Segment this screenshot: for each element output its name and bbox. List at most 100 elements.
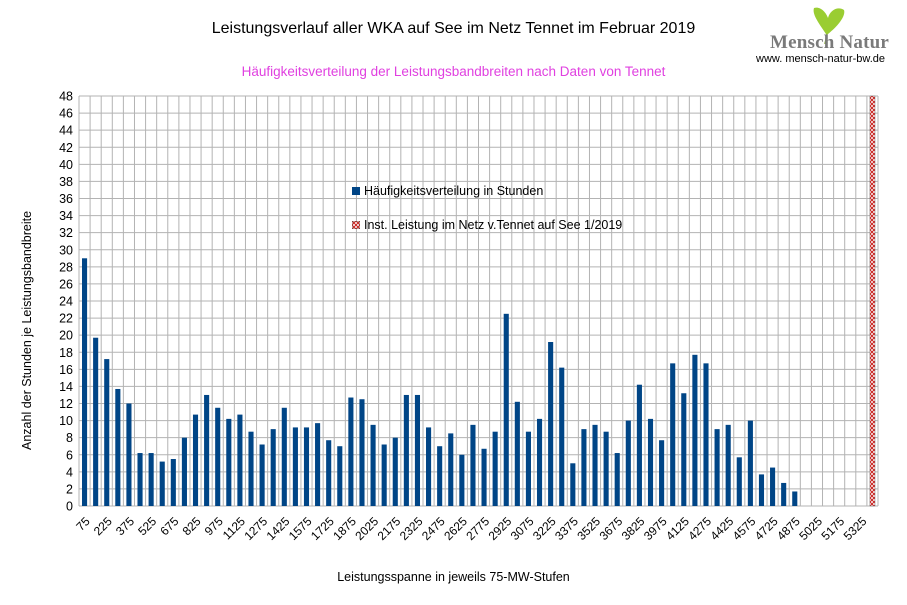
y-tick-label: 14 <box>59 380 73 394</box>
bar <box>525 431 531 506</box>
x-tick-label: 4275 <box>685 514 714 543</box>
bar <box>226 418 232 506</box>
bar <box>503 313 509 506</box>
legend-swatch <box>352 187 360 195</box>
x-tick-label: 2625 <box>441 514 470 543</box>
y-tick-label: 2 <box>66 482 73 496</box>
y-tick-label: 24 <box>59 295 73 309</box>
bar <box>326 440 332 506</box>
x-tick-label: 1575 <box>286 514 315 543</box>
y-tick-label: 20 <box>59 329 73 343</box>
bar <box>248 431 254 506</box>
bar <box>137 453 143 506</box>
bar <box>781 482 787 506</box>
y-tick-label: 34 <box>59 209 73 223</box>
x-tick-label: 3225 <box>530 514 559 543</box>
x-tick-label: 3675 <box>597 514 626 543</box>
x-tick-label: 5325 <box>841 514 870 543</box>
y-tick-label: 44 <box>59 124 73 138</box>
bar <box>237 414 243 506</box>
x-tick-label: 675 <box>157 514 181 538</box>
bar <box>714 429 720 506</box>
y-tick-label: 6 <box>66 448 73 462</box>
x-tick-label: 2475 <box>419 514 448 543</box>
x-axis-label: Leistungsspanne in jeweils 75-MW-Stufen <box>337 570 570 584</box>
x-tick-label: 3375 <box>552 514 581 543</box>
bars <box>81 95 876 507</box>
bar <box>370 424 376 506</box>
legend-item-installed: Inst. Leistung im Netz v.Tennet auf See … <box>352 218 622 232</box>
y-tick-label: 42 <box>59 141 73 155</box>
bar <box>747 420 753 506</box>
bar <box>148 453 154 506</box>
y-tick-label: 38 <box>59 175 73 189</box>
bar <box>570 463 576 506</box>
bar <box>758 474 765 506</box>
x-tick-label: 2325 <box>397 514 426 543</box>
bar <box>93 337 99 506</box>
x-tick-label: 525 <box>135 514 159 538</box>
bar <box>181 437 187 506</box>
bar <box>603 431 609 506</box>
bar <box>392 437 398 506</box>
x-tick-label: 5025 <box>796 514 825 543</box>
bar <box>259 444 265 506</box>
x-tick-label: 3525 <box>574 514 603 543</box>
bar <box>359 399 365 506</box>
x-tick-label: 4875 <box>774 514 803 543</box>
y-tick-label: 22 <box>59 312 73 326</box>
bar <box>215 407 221 506</box>
bar <box>459 454 465 506</box>
x-tick-label: 4575 <box>730 514 759 543</box>
x-tick-label: 225 <box>91 514 115 538</box>
bar <box>192 414 199 506</box>
bar <box>292 427 298 506</box>
legend-item-frequency: Häufigkeitsverteilung in Stunden <box>352 184 543 198</box>
bar <box>736 457 742 506</box>
x-tick-label: 5175 <box>818 514 847 543</box>
x-tick-label: 75 <box>73 514 93 534</box>
bar <box>414 394 421 506</box>
y-tick-label: 28 <box>59 260 73 274</box>
y-tick-label: 12 <box>59 397 73 411</box>
bar <box>403 394 409 506</box>
bar <box>381 444 387 506</box>
x-tick-label: 2025 <box>352 514 381 543</box>
bar <box>426 427 432 506</box>
x-tick-label: 2775 <box>463 514 492 543</box>
y-tick-label: 30 <box>59 243 73 257</box>
y-tick-label: 32 <box>59 226 73 240</box>
ginkgo-leaf-icon <box>813 7 845 45</box>
y-tick-label: 40 <box>59 158 73 172</box>
x-tick-label: 375 <box>113 514 137 538</box>
bar <box>104 359 110 506</box>
legend-label: Häufigkeitsverteilung in Stunden <box>364 184 544 198</box>
logo-url[interactable]: www. mensch-natur-bw.de <box>756 53 885 65</box>
y-tick-label: 8 <box>66 431 73 445</box>
bar <box>536 418 543 506</box>
x-tick-label: 4725 <box>752 514 781 543</box>
bar <box>625 420 631 506</box>
y-tick-label: 18 <box>59 346 73 360</box>
y-tick-label: 4 <box>66 465 73 479</box>
bar <box>636 384 642 506</box>
chart-subtitle: Häufigkeitsverteilung der Leistungsbandb… <box>241 64 666 79</box>
y-tick-label: 10 <box>59 414 73 428</box>
legend-swatch <box>352 221 360 229</box>
x-tick-label: 1125 <box>220 514 248 542</box>
bar <box>159 461 165 506</box>
grid <box>78 95 879 507</box>
bar <box>115 388 121 506</box>
x-tick-label: 1725 <box>308 514 337 543</box>
bar <box>126 403 132 506</box>
y-tick-label: 46 <box>59 107 73 121</box>
x-tick-label: 1425 <box>264 514 293 543</box>
y-tick-label: 26 <box>59 277 73 291</box>
y-axis: 0246810121416182022242628303234363840424… <box>59 90 73 514</box>
bar <box>614 453 620 506</box>
bar <box>681 393 687 506</box>
chart-title: Leistungsverlauf aller WKA auf See im Ne… <box>211 20 696 37</box>
bar <box>303 427 310 506</box>
bar <box>770 467 776 506</box>
y-tick-label: 36 <box>59 192 73 206</box>
